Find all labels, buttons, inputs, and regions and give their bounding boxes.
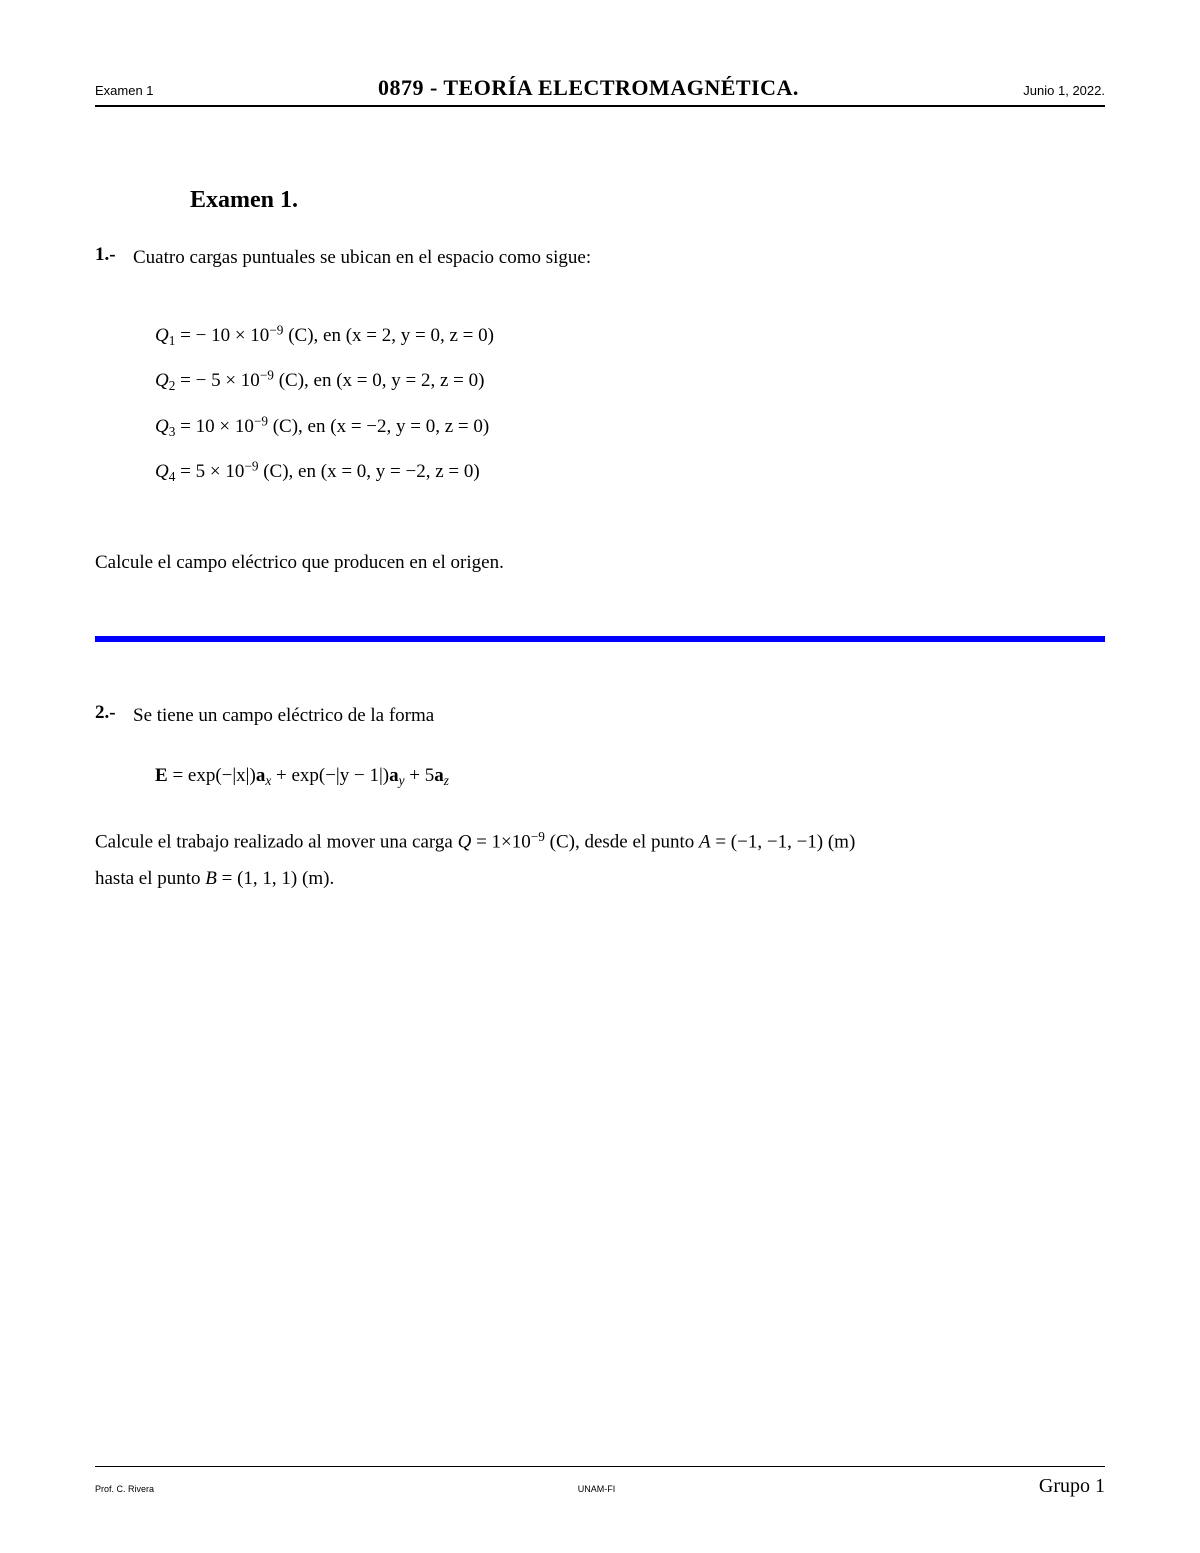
problem-number: 2.- (95, 702, 133, 731)
problem-1-task: Calcule el campo eléctrico que producen … (95, 545, 1105, 581)
eq-Q4: Q4 = 5 × 10−9 (C), en (x = 0, y = −2, z … (155, 449, 1105, 495)
problem-2-field: E = exp(−|x|)ax + exp(−|y − 1|)ay + 5az (155, 765, 1105, 789)
exam-title: Examen 1. (190, 187, 1105, 214)
eq-Q3: Q3 = 10 × 10−9 (C), en (x = −2, y = 0, z… (155, 404, 1105, 450)
header-center: 0879 - TEORÍA ELECTROMAGNÉTICA. (378, 75, 799, 101)
eq-Q1: Q1 = − 10 × 10−9 (C), en (x = 2, y = 0, … (155, 313, 1105, 359)
header-right: Junio 1, 2022. (1023, 83, 1105, 98)
problem-1: 1.- Cuatro cargas puntuales se ubican en… (95, 244, 1105, 273)
page-header: Examen 1 0879 - TEORÍA ELECTROMAGNÉTICA.… (95, 75, 1105, 107)
page-footer: Prof. C. Rivera UNAM-FI Grupo 1 (95, 1466, 1105, 1498)
problem-2-task: Calcule el trabajo realizado al mover un… (95, 824, 1105, 897)
eq-Q2: Q2 = − 5 × 10−9 (C), en (x = 0, y = 2, z… (155, 358, 1105, 404)
problem-1-equations: Q1 = − 10 × 10−9 (C), en (x = 2, y = 0, … (155, 313, 1105, 495)
problem-2: 2.- Se tiene un campo eléctrico de la fo… (95, 702, 1105, 731)
problem-2-intro: Se tiene un campo eléctrico de la forma (133, 702, 1105, 731)
header-left: Examen 1 (95, 83, 154, 98)
footer-right: Grupo 1 (1039, 1475, 1105, 1498)
footer-center: UNAM-FI (578, 1484, 616, 1494)
section-divider (95, 636, 1105, 642)
problem-1-intro: Cuatro cargas puntuales se ubican en el … (133, 244, 1105, 273)
problem-number: 1.- (95, 244, 133, 273)
footer-left: Prof. C. Rivera (95, 1484, 154, 1494)
